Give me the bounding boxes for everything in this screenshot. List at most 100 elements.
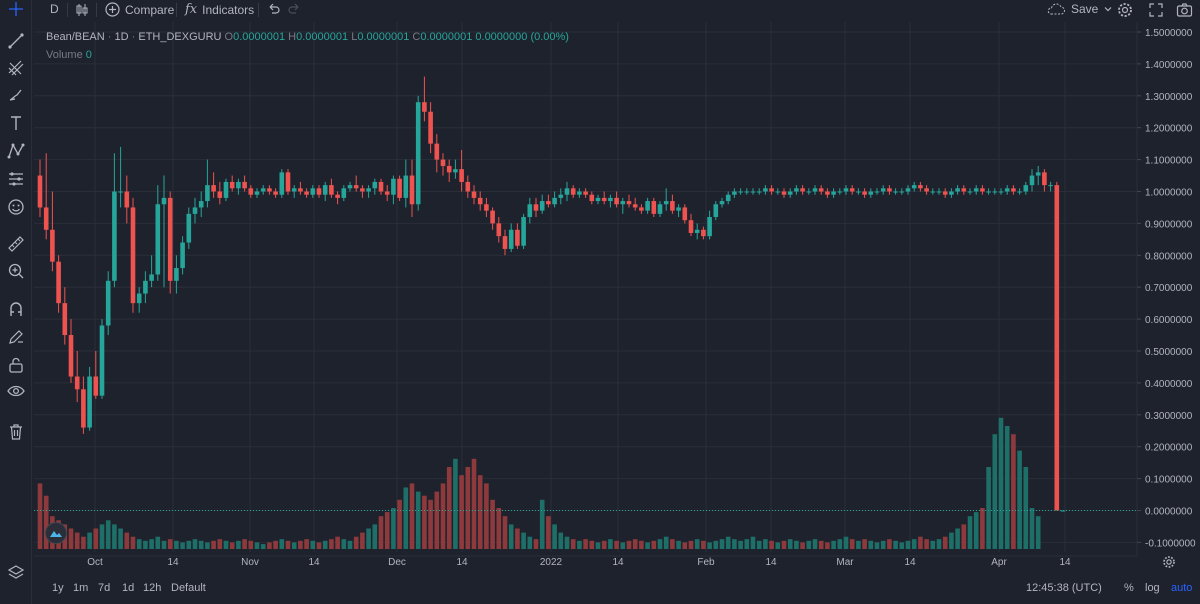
eye-icon[interactable] [5,380,27,402]
candle [397,175,402,202]
volume-bar [341,539,347,549]
candle [310,185,316,198]
candle-body [502,236,508,249]
candle [577,188,582,198]
crosshair-icon[interactable] [5,0,27,20]
candle [161,175,167,288]
volume-bar [384,512,390,549]
candle [831,188,836,198]
volume-value: 0 [85,49,92,61]
range-1m[interactable]: 1m [73,582,89,594]
volume-bar [992,434,998,549]
emoji-icon[interactable] [5,196,27,218]
fullscreen-icon[interactable] [1148,2,1164,18]
candle [626,194,632,208]
range-default[interactable]: Default [171,582,206,594]
time-tick-label: 14 [167,557,179,568]
volume-bar [880,540,886,549]
candles-icon[interactable] [75,2,89,18]
volume-bar [372,524,378,549]
volume-bar [608,539,613,549]
ruler-icon[interactable] [5,233,27,255]
candle [1042,169,1047,192]
cloud-icon [1047,3,1065,15]
save-button[interactable]: Save [1046,2,1113,16]
candle [74,351,80,403]
candle [800,185,805,195]
candle [719,197,725,208]
lock-icon[interactable] [5,354,27,376]
zoom-in-icon[interactable] [5,260,27,282]
magnet-icon[interactable] [5,298,27,320]
range-7d[interactable]: 7d [98,582,111,594]
camera-icon[interactable] [1176,2,1193,18]
candle [818,185,824,195]
volume-bar [800,542,805,549]
candle-body [930,191,936,193]
candle [347,181,353,192]
price-tick-label: 0.6000000 [1145,315,1193,326]
candle-body [781,191,787,195]
range-1y[interactable]: 1y [52,582,64,594]
price-axis[interactable]: -0.1000000 0.0000000 0.1000000 0.2000000 0.3… [1136,22,1200,568]
redo-icon[interactable] [288,2,302,16]
symbol-name[interactable]: Bean/BEAN [46,31,105,43]
volume-bar [508,524,514,549]
undo-icon[interactable] [266,2,280,16]
candle-body [397,178,402,198]
candle [515,223,520,249]
candle [496,217,502,243]
candle-body [465,181,471,192]
compare-button[interactable]: Compare [105,2,174,17]
candle-body [521,217,526,246]
interval-selector[interactable]: D [50,2,59,16]
candle-body [267,188,272,192]
volume-bar [583,539,588,549]
symbol-legend: Bean/BEAN · 1D · ETH_DEXGURU O0.0000001 … [46,31,569,43]
toolbar-divider [176,3,177,17]
text-tool-icon[interactable] [5,112,27,134]
utc-clock[interactable]: 12:45:38 (UTC) [1026,582,1102,594]
volume-bar [112,524,117,549]
volume-bar [787,539,793,549]
candle-body [1042,172,1047,186]
range-1d[interactable]: 1d [122,582,135,594]
trash-icon[interactable] [5,421,27,443]
volume-bar [756,540,762,549]
volume-bar [515,528,520,549]
object-tree-icon[interactable] [5,562,27,584]
price-tick-label: 0.4000000 [1145,379,1193,390]
candle [564,181,570,202]
toolbar-divider [258,3,259,17]
prediction-tool-icon[interactable] [5,168,27,190]
gear-icon[interactable] [1117,2,1133,18]
brush-icon[interactable] [5,84,27,106]
volume-bar [905,540,911,549]
trend-line-icon[interactable] [5,30,27,52]
candle-body [366,188,371,192]
range-12h[interactable]: 12h [143,582,162,594]
candle-body [837,191,843,193]
volume-bar [99,524,105,549]
candle [880,185,886,195]
candle-body [242,181,247,189]
candle [502,229,508,256]
candle [676,204,681,218]
candle [62,287,68,345]
candle [192,197,198,224]
time-axis[interactable]: Oct 14 Nov 14 Dec 14 2022 14 Feb 14 Mar 14 Apr 14 [34,555,1137,568]
candle-body [533,204,539,211]
indicators-button[interactable]: fx Indicators [185,2,254,17]
tradingview-logo[interactable] [45,522,67,544]
auto-scale-button[interactable]: auto [1171,582,1193,594]
volume-bar [980,508,985,549]
lock-drawings-pencil-icon[interactable] [5,326,27,348]
fib-tool-icon[interactable] [5,57,27,79]
candle-body [477,197,483,205]
volume-label[interactable]: Volume [46,49,83,61]
candle [918,181,923,192]
percent-scale-button[interactable]: % [1124,582,1134,594]
log-scale-button[interactable]: log [1145,582,1160,594]
pattern-tool-icon[interactable] [5,140,27,162]
